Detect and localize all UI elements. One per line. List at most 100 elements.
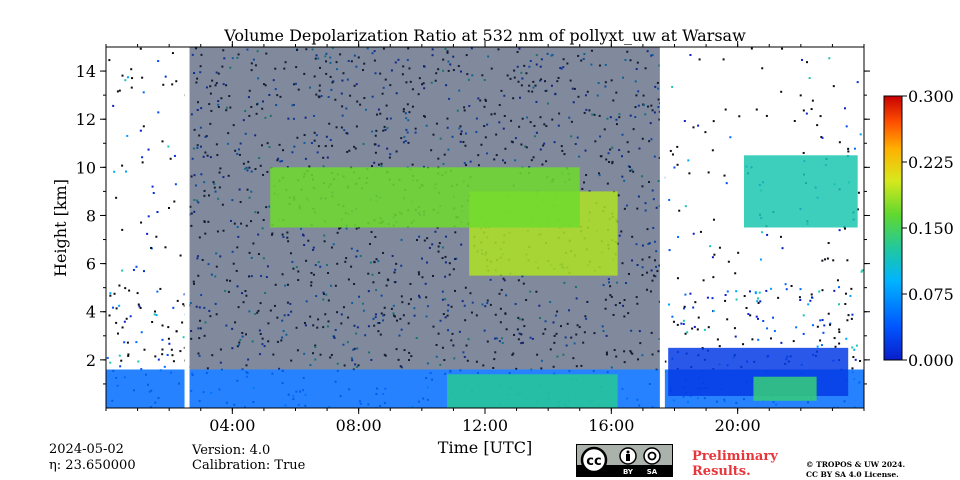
noise-speck xyxy=(141,76,144,79)
noise-speck xyxy=(687,159,690,162)
noise-speck xyxy=(773,330,776,333)
noise-speck xyxy=(780,90,783,93)
noise-speck xyxy=(809,299,812,302)
noise-speck xyxy=(757,297,760,300)
noise-speck xyxy=(712,309,715,312)
noise-speck xyxy=(126,341,129,344)
noise-speck xyxy=(161,324,164,327)
noise-speck xyxy=(152,191,155,194)
noise-speck xyxy=(671,85,674,88)
noise-speck xyxy=(678,209,681,212)
noise-speck xyxy=(683,120,686,123)
noise-speck xyxy=(128,289,131,292)
noise-speck xyxy=(151,320,154,323)
colorbar xyxy=(883,95,903,361)
noise-speck xyxy=(118,304,121,307)
noise-speck xyxy=(175,80,178,83)
noise-speck xyxy=(761,231,764,234)
noise-speck xyxy=(157,111,160,114)
noise-speck xyxy=(742,343,745,346)
noise-speck xyxy=(161,338,164,341)
noise-speck xyxy=(727,260,730,263)
noise-speck xyxy=(166,353,169,356)
noise-speck xyxy=(691,327,694,330)
noise-speck xyxy=(807,303,810,306)
copyright-line: © TROPOS & UW 2024. xyxy=(806,460,906,469)
noise-speck xyxy=(115,307,118,310)
noise-speck xyxy=(170,348,173,351)
noise-speck xyxy=(121,74,124,77)
noise-speck xyxy=(798,296,801,299)
feature-upper-cloud xyxy=(743,155,858,228)
noise-speck xyxy=(684,205,687,208)
noise-speck xyxy=(115,321,118,324)
noise-speck xyxy=(857,191,860,194)
noise-speck xyxy=(832,85,835,88)
x-axis: 04:00 08:00 12:00 16:00 20:00 xyxy=(105,41,865,435)
noise-speck xyxy=(154,310,157,313)
noise-speck xyxy=(664,360,667,363)
noise-speck xyxy=(802,109,805,112)
noise-speck xyxy=(853,147,856,150)
noise-speck xyxy=(121,228,124,231)
noise-speck xyxy=(843,107,846,110)
noise-speck xyxy=(843,227,846,230)
preliminary-label: Preliminary xyxy=(692,449,778,464)
noise-speck xyxy=(846,319,849,322)
noise-speck xyxy=(747,313,750,316)
noise-speck xyxy=(683,307,686,310)
noise-speck xyxy=(849,294,852,297)
noise-speck xyxy=(754,292,757,295)
noise-speck xyxy=(757,317,760,320)
noise-speck xyxy=(824,258,827,261)
noise-speck xyxy=(179,254,182,257)
noise-speck xyxy=(851,367,854,370)
noise-speck xyxy=(733,327,736,330)
version-label: Version: 4.0 xyxy=(192,443,271,458)
y-tick-label: 2 xyxy=(86,351,96,370)
noise-speck xyxy=(838,229,841,232)
by-text: BY xyxy=(623,468,634,476)
noise-speck xyxy=(689,53,692,56)
noise-speck xyxy=(851,313,854,316)
y-tick-label: 12 xyxy=(76,110,96,129)
y-tick-label: 4 xyxy=(86,303,96,322)
noise-speck xyxy=(109,292,112,295)
noise-speck xyxy=(119,365,122,368)
noise-speck xyxy=(816,325,819,328)
noise-speck xyxy=(795,326,798,329)
noise-speck xyxy=(834,345,837,348)
noise-speck xyxy=(171,52,174,55)
noise-speck xyxy=(820,136,823,139)
noise-speck xyxy=(696,328,699,331)
noise-speck xyxy=(692,232,695,235)
noise-speck xyxy=(821,289,824,292)
noise-speck xyxy=(745,306,748,309)
noise-speck xyxy=(118,89,121,92)
noise-speck xyxy=(850,287,853,290)
noise-speck xyxy=(140,331,143,334)
sa-text: SA xyxy=(647,468,658,476)
noise-speck xyxy=(142,270,145,273)
noise-speck xyxy=(118,354,121,357)
noise-speck xyxy=(750,47,753,50)
data-gap xyxy=(184,47,190,408)
noise-speck xyxy=(120,359,123,362)
x-tick-label: 16:00 xyxy=(588,416,634,435)
noise-speck xyxy=(139,129,142,132)
feature-layer xyxy=(106,155,864,408)
noise-speck xyxy=(790,285,793,288)
noise-speck xyxy=(167,145,170,148)
noise-speck xyxy=(718,345,721,348)
noise-speck xyxy=(173,154,176,157)
noise-speck xyxy=(827,312,830,315)
noise-speck xyxy=(138,305,141,308)
noise-speck xyxy=(724,108,727,111)
noise-speck xyxy=(703,328,706,331)
noise-speck xyxy=(832,259,835,262)
noise-speck xyxy=(850,317,853,320)
noise-speck xyxy=(131,77,134,80)
noise-speck xyxy=(127,354,130,357)
noise-speck xyxy=(724,293,727,296)
noise-speck xyxy=(137,303,140,306)
